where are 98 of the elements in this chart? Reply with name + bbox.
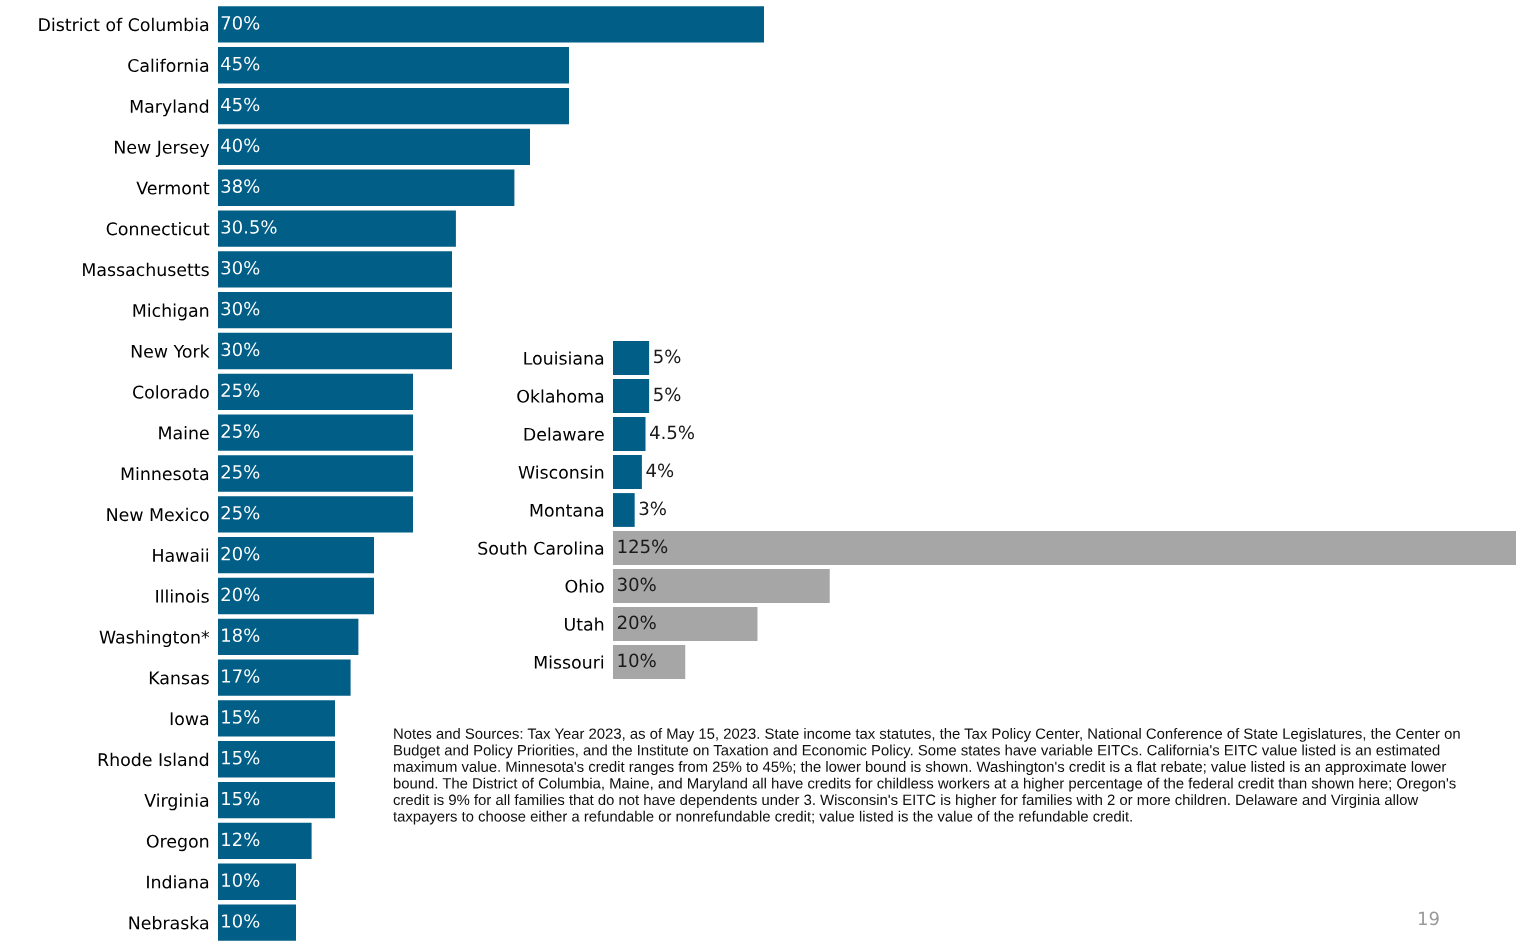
bar	[613, 417, 646, 451]
y-tick-label: Ohio	[565, 579, 604, 593]
y-tick-label: New York	[131, 344, 210, 358]
data-label: 12%	[222, 832, 260, 847]
data-label: 4.5%	[650, 425, 694, 440]
y-tick-label: Michigan	[133, 303, 209, 321]
y-tick-label: New Jersey	[115, 140, 210, 158]
y-tick-label: Montana	[530, 503, 604, 517]
bar	[613, 645, 686, 679]
text: 19	[1419, 911, 1439, 926]
bar	[218, 904, 296, 941]
data-label: 45%	[221, 97, 260, 112]
y-tick-label: New Mexico	[107, 507, 209, 522]
bar	[613, 455, 642, 489]
data-label: 17%	[222, 669, 260, 683]
data-label: 40%	[221, 138, 260, 153]
data-label: 4%	[646, 463, 674, 478]
data-label: 5%	[654, 387, 681, 402]
data-label: 18%	[222, 628, 260, 643]
y-tick-label: Oklahoma	[517, 389, 604, 403]
y-tick-label: Hawaii	[153, 548, 209, 562]
y-tick-label: Nebraska	[129, 915, 209, 930]
y-tick-label: Minnesota	[121, 466, 209, 481]
bar	[218, 536, 374, 574]
data-label: 25%	[221, 465, 260, 479]
data-label: 3%	[639, 501, 666, 516]
bar	[218, 455, 413, 492]
data-label: 30%	[221, 301, 260, 316]
y-tick-label: Indiana	[147, 875, 209, 889]
y-tick-label: Illinois	[156, 589, 209, 603]
y-tick-label: California	[128, 58, 209, 73]
data-label: 30%	[617, 577, 656, 592]
bar	[218, 618, 359, 655]
bar	[218, 659, 351, 696]
data-label: 20%	[617, 615, 656, 630]
data-label: 45%	[221, 56, 260, 71]
y-tick-label: Connecticut	[106, 221, 210, 236]
bar	[218, 496, 413, 533]
y-tick-label: Utah	[565, 617, 604, 631]
data-label: 10%	[618, 653, 656, 668]
data-label: 5%	[654, 349, 681, 364]
bar	[613, 379, 650, 413]
bar	[218, 577, 374, 615]
y-tick-label: Oregon	[146, 834, 209, 852]
y-tick-label: Virginia	[144, 793, 209, 811]
bar	[613, 607, 758, 641]
y-tick-label: District of Columbia	[39, 17, 209, 32]
bar	[218, 251, 452, 288]
bar	[218, 292, 452, 329]
y-tick-label: Washington*	[99, 630, 210, 648]
data-label: 20%	[221, 546, 260, 561]
data-label: 70%	[221, 15, 260, 30]
bar	[218, 781, 335, 819]
bar	[218, 210, 456, 247]
y-tick-label: Vermont	[136, 181, 210, 195]
y-tick-label: Maryland	[130, 99, 209, 117]
data-label: 25%	[221, 424, 260, 438]
data-label: 38%	[221, 179, 260, 193]
bar	[218, 741, 335, 778]
bar	[218, 6, 764, 43]
y-tick-label: Louisiana	[524, 351, 604, 365]
data-label: 10%	[222, 914, 260, 928]
bar	[218, 169, 515, 206]
bar	[613, 341, 650, 375]
data-label: 25%	[221, 505, 260, 520]
data-label: 15%	[222, 791, 260, 806]
y-tick-label: Maine	[159, 426, 209, 440]
y-tick-label: Delaware	[524, 427, 604, 441]
bar	[218, 863, 296, 900]
data-label: 30%	[221, 260, 260, 275]
y-tick-label: Colorado	[133, 385, 209, 399]
bar	[218, 414, 413, 451]
data-label: 25%	[221, 383, 260, 398]
y-tick-label: Wisconsin	[518, 465, 604, 479]
y-tick-label: Massachusetts	[83, 262, 209, 277]
bar	[218, 87, 569, 125]
data-label: 30%	[221, 342, 260, 357]
annotation: Notes and Sources: Tax Year 2023, as of May 15, 2023. State income tax statutes, the Tax Policy Center, National Conference of State Legislatures, the Center on Budget and Policy Priorities, and the Institute on Taxation and Economic Policy. Some states have variable EITCs. California's EITC value listed is an estimated maximum value. Minnesota's credit ranges from 25% to 45%; the lower bound is shown. Washington's credit is a flat rebate; value listed is an approximate lower bound. The District of Columbia, Maine, and Maryland all have credits for childless workers at a higher percentage of the federal credit than shown here; Oregon's credit is 9% for all families that do not have dependents under 3. Wisconsin's EITC is higher for families with 2 or more children. Delaware and Virginia allow taxpayers to choose either a refundable or nonrefundable credit; value listed is the value of the refundable credit.	[393, 728, 1460, 825]
y-tick-label: South Carolina	[478, 541, 604, 555]
bar	[613, 531, 1516, 565]
bar	[218, 128, 530, 166]
data-label: 15%	[222, 750, 260, 765]
bar	[218, 332, 452, 370]
bar	[218, 822, 312, 860]
bar	[613, 493, 635, 527]
data-label: 20%	[221, 587, 260, 602]
y-tick-label: Iowa	[170, 712, 209, 726]
y-tick-label: Rhode Island	[98, 752, 209, 767]
bar	[218, 700, 335, 737]
data-label: 15%	[222, 710, 260, 724]
bar	[218, 47, 569, 84]
bar	[613, 569, 830, 603]
data-label: 10%	[222, 873, 260, 887]
data-label: 30.5%	[221, 220, 277, 234]
y-tick-label: Missouri	[534, 655, 604, 669]
bar	[218, 373, 413, 411]
y-tick-label: Kansas	[149, 671, 209, 685]
data-label: 125%	[618, 539, 668, 554]
